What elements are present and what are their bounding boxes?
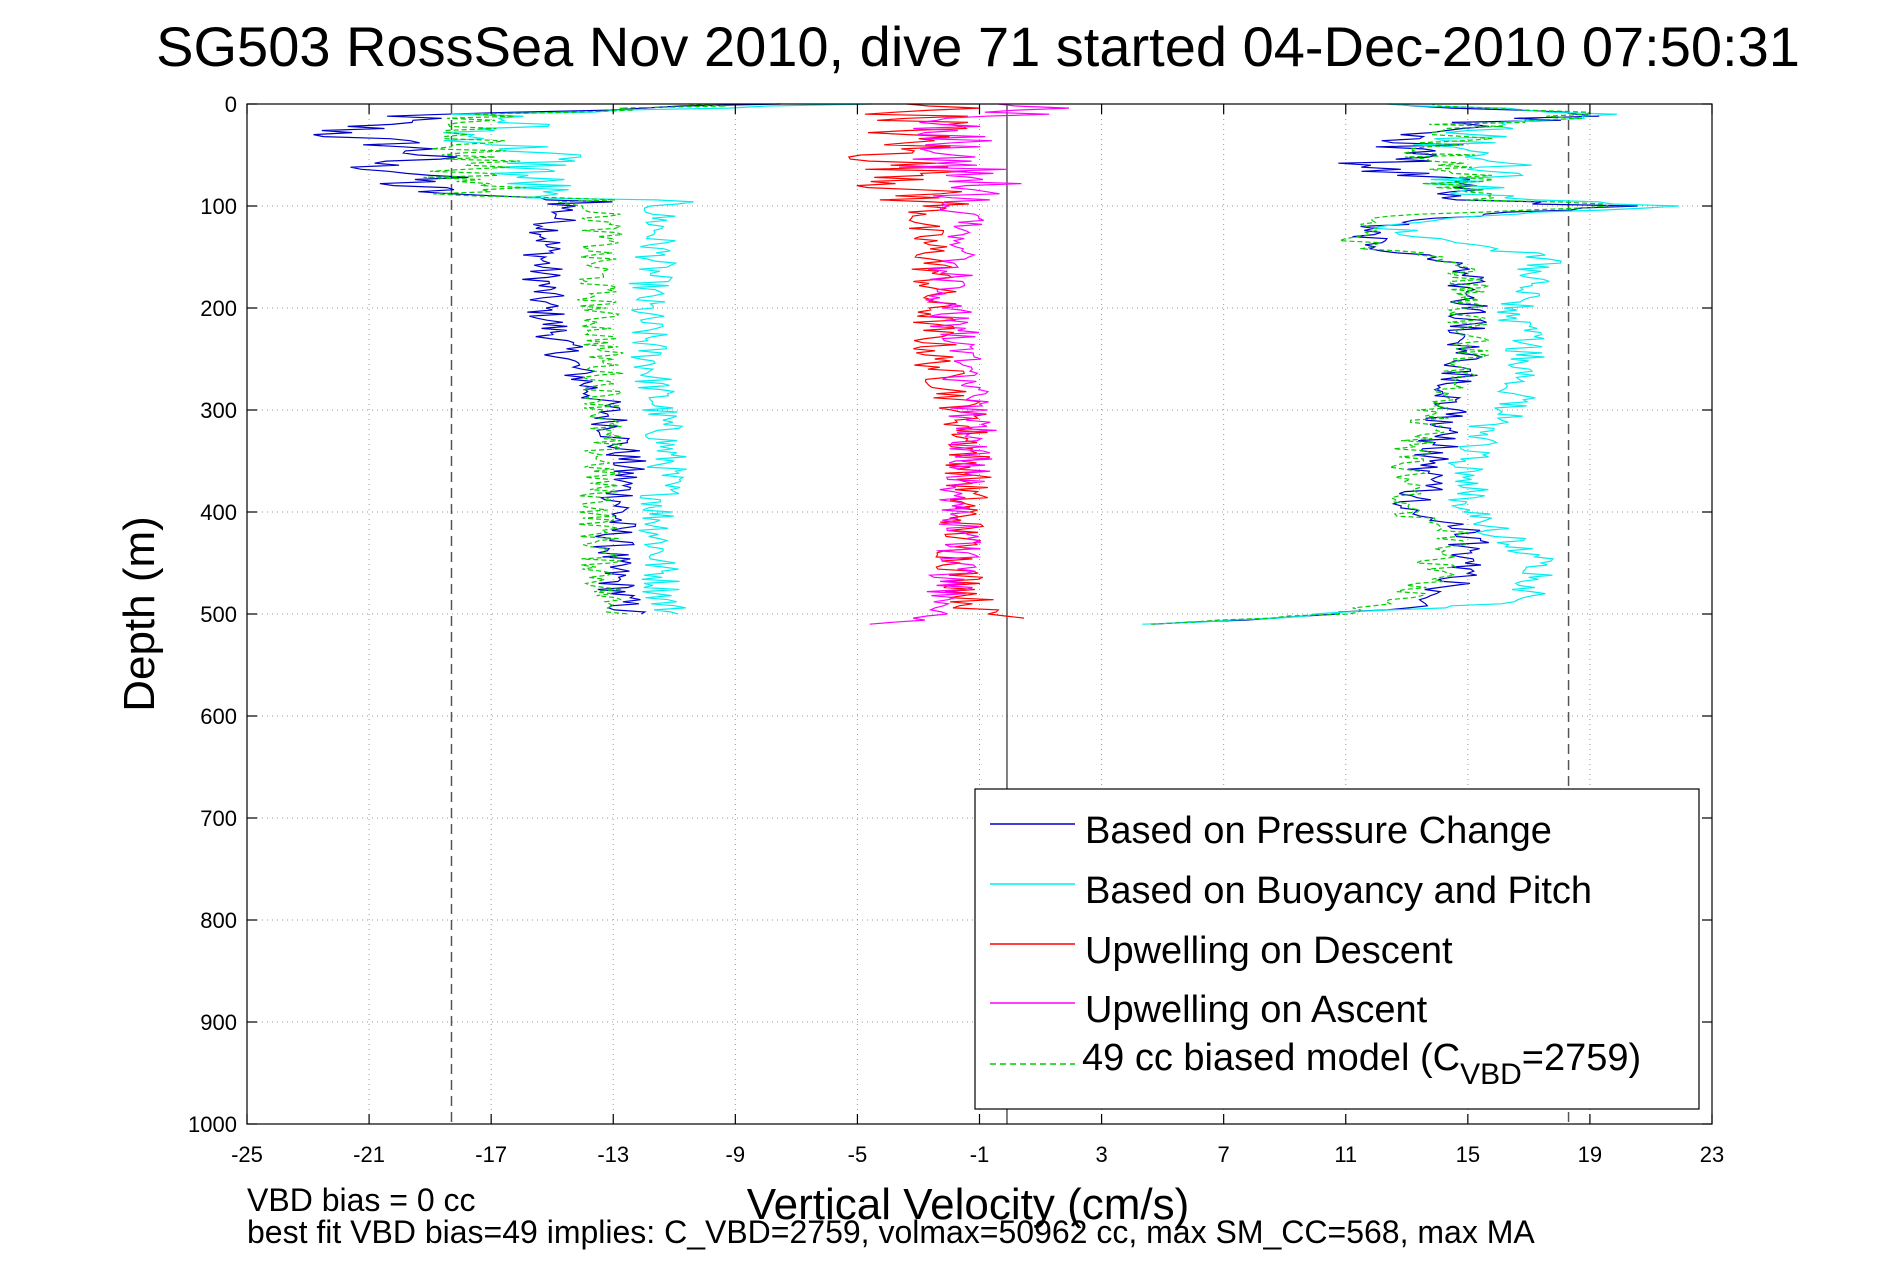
legend-label-biased-model: 49 cc biased model (CVBD=2759) [1082,1037,1641,1091]
footer-best-fit: best fit VBD bias=49 implies: C_VBD=2759… [247,1214,1535,1250]
data-series [313,103,1680,625]
x-tick-label: 23 [1700,1142,1724,1167]
x-tick-label: -9 [726,1142,746,1167]
y-tick-label: 100 [200,194,237,219]
x-axis-label: Vertical Velocity (cm/s) [747,1180,1190,1229]
legend-label-buoyancy: Based on Buoyancy and Pitch [1085,870,1592,912]
x-tick-label: -5 [848,1142,868,1167]
x-tick-label: 7 [1218,1142,1230,1167]
y-tick-label: 400 [200,500,237,525]
upwelling-ascent-line [869,103,1070,625]
legend-box [974,788,1700,1110]
y-tick-label: 600 [200,704,237,729]
legend-biased-prefix: 49 cc biased model (C [1082,1037,1460,1079]
y-tick-label: 500 [200,602,237,627]
y-tick-label: 900 [200,1010,237,1035]
upwelling-descent-line [847,103,1025,619]
y-tick-label: 300 [200,398,237,423]
y-tick-label: 800 [200,908,237,933]
x-tick-label: 19 [1578,1142,1602,1167]
y-tick-label: 0 [225,92,237,117]
footer-vbd-bias: VBD bias = 0 cc [247,1182,476,1218]
y-tick-label: 700 [200,806,237,831]
x-tick-label: 15 [1456,1142,1480,1167]
legend-label-pressure: Based on Pressure Change [1085,810,1552,852]
legend-label-upwelling-descent: Upwelling on Descent [1085,930,1453,972]
axis-ticks: -25 -21 -17 -13 -9 -5 -1 3 7 11 15 19 23010020030040… [188,92,1724,1167]
legend-biased-subscript: VBD [1460,1058,1522,1091]
buoyancy-pitch-ascent-line [1142,103,1680,625]
x-tick-label: 3 [1095,1142,1107,1167]
legend-biased-suffix: =2759) [1522,1037,1641,1079]
x-tick-label: -25 [231,1142,263,1167]
pressure-change-descent-line [313,103,781,615]
x-tick-label: -21 [353,1142,385,1167]
biased-model-ascent-line [1150,103,1609,625]
chart-title: SG503 RossSea Nov 2010, dive 71 started … [156,15,1800,78]
buoyancy-pitch-descent-line [443,103,872,615]
x-tick-label: -17 [475,1142,507,1167]
y-tick-label: 1000 [188,1112,237,1137]
x-tick-label: 11 [1334,1142,1357,1167]
biased-model-descent-line [423,103,727,615]
legend: Based on Pressure Change Based on Buoyan… [974,788,1700,1110]
x-tick-label: -13 [597,1142,629,1167]
y-axis-label: Depth (m) [115,516,164,712]
legend-label-upwelling-ascent: Upwelling on Ascent [1085,989,1428,1031]
y-tick-label: 200 [200,296,237,321]
x-tick-label: -1 [970,1142,990,1167]
